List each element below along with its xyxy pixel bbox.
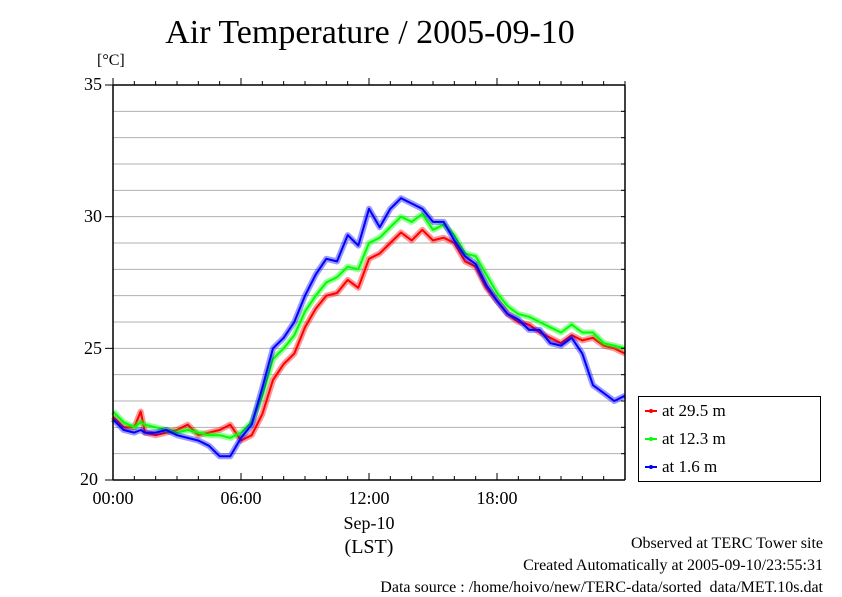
series-line-1 [112,213,626,439]
footer-data-source: Data source : /home/hoivo/new/TERC-data/… [380,579,823,596]
legend: at 29.5 m at 12.3 m at 1.6 m [638,396,821,482]
y-tick-label-25: 25 [84,338,102,358]
series-line-0 [112,228,626,442]
legend-item: at 12.3 m [645,429,726,449]
legend-swatch-red [645,409,657,413]
legend-label: at 12.3 m [662,429,726,448]
legend-swatch-blue [645,465,657,469]
x-axis-label: (LST) [344,536,394,558]
y-tick-label-30: 30 [84,206,102,226]
grid-lines [113,110,625,455]
chart-title: Air Temperature / 2005-09-10 [165,14,575,51]
series-group [110,195,627,460]
y-axis-unit: [°C] [97,52,125,69]
x-tick-label-1800: 18:00 [476,488,518,508]
x-date-label: Sep-10 [343,513,395,533]
footer-observed: Observed at TERC Tower site [630,535,823,552]
legend-label: at 1.6 m [662,457,718,476]
legend-label: at 29.5 m [662,401,726,420]
x-tick-label-1200: 12:00 [348,488,390,508]
axes [105,78,626,481]
x-tick-label-0600: 06:00 [220,488,262,508]
legend-item: at 1.6 m [645,457,717,477]
y-tick-label-35: 35 [84,74,102,94]
x-tick-label-0000: 00:00 [92,488,134,508]
series-line-2 [112,197,626,458]
footer-created: Created Automatically at 2005-09-10/23:5… [523,557,823,574]
legend-swatch-green [645,437,657,441]
legend-item: at 29.5 m [645,401,726,421]
y-tick-label-20: 20 [80,469,98,489]
